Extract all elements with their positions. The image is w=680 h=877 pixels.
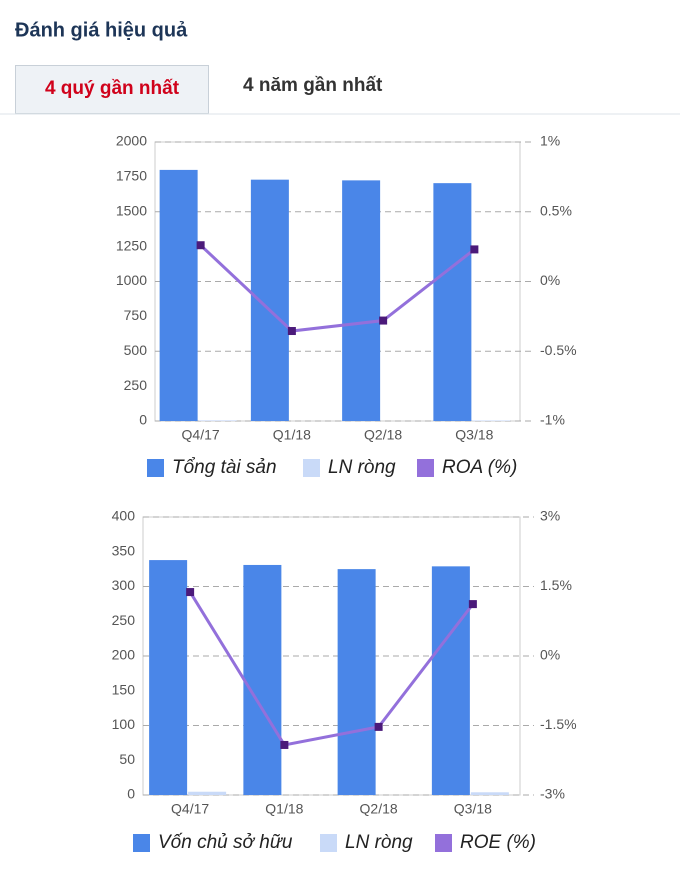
bar: [337, 569, 376, 795]
y-tick-label: 400: [112, 508, 136, 524]
legend-label: ROE (%): [460, 832, 536, 853]
y2-tick-label: 0%: [540, 272, 560, 288]
bar: [243, 564, 282, 795]
legend-label: LN ròng: [345, 832, 413, 853]
bar: [472, 420, 511, 421]
x-tick-label: Q1/18: [265, 801, 303, 817]
y-tick-label: 350: [112, 542, 136, 558]
point: [374, 722, 383, 731]
legend-swatch: [435, 834, 452, 852]
y-tick-label: 150: [112, 681, 136, 697]
y2-tick-label: -3%: [540, 786, 565, 802]
y-tick-label: 500: [124, 342, 148, 358]
section-title: Đánh giá hiệu quả: [15, 19, 188, 41]
y2-tick-label: 0%: [540, 647, 560, 663]
x-tick-label: Q3/18: [454, 801, 492, 817]
x-tick-label: Q4/17: [171, 801, 209, 817]
x-tick-label: Q1/18: [273, 427, 311, 443]
y2-tick-label: 1%: [540, 133, 560, 149]
point: [470, 245, 479, 254]
y2-tick-label: -1%: [540, 412, 565, 428]
point: [196, 241, 205, 250]
point: [287, 327, 296, 336]
y-tick-label: 2000: [116, 133, 147, 149]
y-tick-label: 300: [112, 577, 136, 593]
y-tick-label: 250: [124, 377, 148, 393]
y-tick-label: 1750: [116, 168, 147, 184]
y-tick-label: 50: [119, 751, 135, 767]
bar: [188, 791, 227, 795]
y-tick-label: 0: [127, 786, 135, 802]
y2-tick-label: -0.5%: [540, 342, 577, 358]
legend-swatch: [417, 459, 434, 477]
legend-label: Tổng tài sản: [172, 457, 277, 478]
y2-tick-label: 0.5%: [540, 202, 572, 218]
y-tick-label: 200: [112, 647, 136, 663]
y-tick-label: 250: [112, 612, 136, 628]
tab-label[interactable]: 4 năm gần nhất: [243, 75, 383, 96]
bar: [250, 179, 289, 421]
tab-active[interactable]: [15, 65, 209, 114]
point: [186, 588, 195, 597]
y2-tick-label: -1.5%: [540, 716, 577, 732]
legend-label: ROA (%): [442, 457, 517, 478]
x-tick-label: Q4/17: [182, 427, 220, 443]
y-tick-label: 100: [112, 716, 136, 732]
legend-label: LN ròng: [328, 457, 396, 478]
legend-swatch: [303, 459, 320, 477]
tab-label[interactable]: 4 quý gần nhất: [45, 78, 180, 99]
bar: [159, 169, 198, 421]
line: [188, 591, 475, 747]
bar: [198, 420, 237, 421]
legend-label: Vốn chủ sở hữu: [158, 832, 293, 853]
legend-swatch: [147, 459, 164, 477]
charts: 025050075010001250150017502000-1%-0.5%0%…: [112, 133, 577, 853]
y-tick-label: 1250: [116, 237, 147, 253]
point: [379, 316, 388, 325]
bar: [342, 180, 381, 421]
chart: 0 250 500 750 1000 1250 1500 1750 2000 -1% -0.5% 0%…: [116, 133, 577, 478]
y2-tick-label: 1.5%: [540, 577, 572, 593]
bar: [149, 560, 188, 795]
legend-swatch: [133, 834, 150, 852]
bar: [470, 792, 509, 795]
point: [468, 600, 477, 609]
y-tick-label: 0: [139, 412, 147, 428]
y-tick-label: 1000: [116, 272, 147, 288]
bar: [431, 566, 470, 795]
x-tick-label: Q2/18: [360, 801, 398, 817]
y-tick-label: 750: [124, 307, 148, 323]
bar: [433, 183, 472, 421]
y-tick-label: 1500: [116, 202, 147, 218]
point: [280, 740, 289, 749]
x-tick-label: Q2/18: [364, 427, 402, 443]
y2-tick-label: 3%: [540, 508, 560, 524]
line: [199, 244, 476, 333]
chart: 0 50 100 150 200 250 300 350 400 -3% -1.5% 0% 1.5% 3%…: [112, 508, 577, 853]
legend-swatch: [320, 834, 337, 852]
x-tick-label: Q3/18: [455, 427, 493, 443]
bars: [149, 560, 509, 795]
